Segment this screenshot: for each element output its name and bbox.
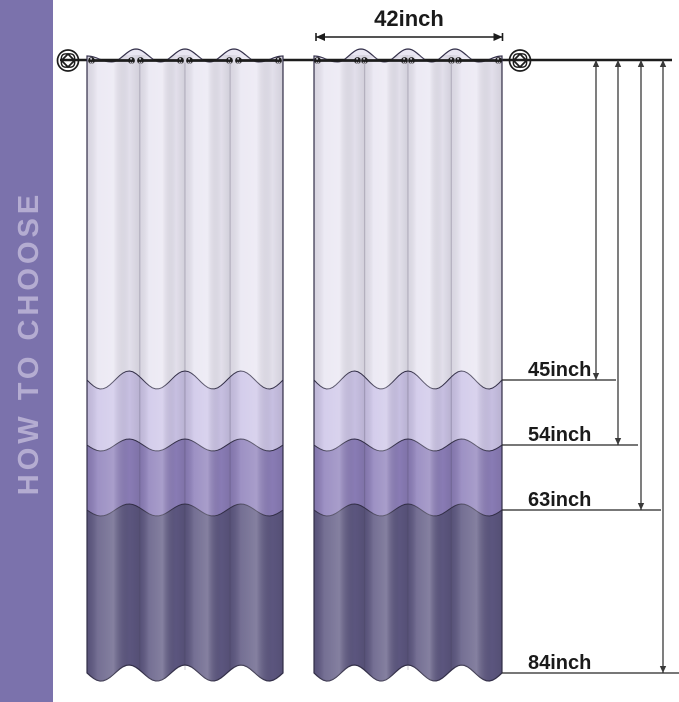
svg-text:54inch: 54inch: [528, 424, 591, 446]
svg-text:42inch: 42inch: [374, 6, 444, 31]
svg-text:63inch: 63inch: [528, 489, 591, 511]
svg-text:84inch: 84inch: [528, 652, 591, 674]
svg-text:45inch: 45inch: [528, 359, 591, 381]
